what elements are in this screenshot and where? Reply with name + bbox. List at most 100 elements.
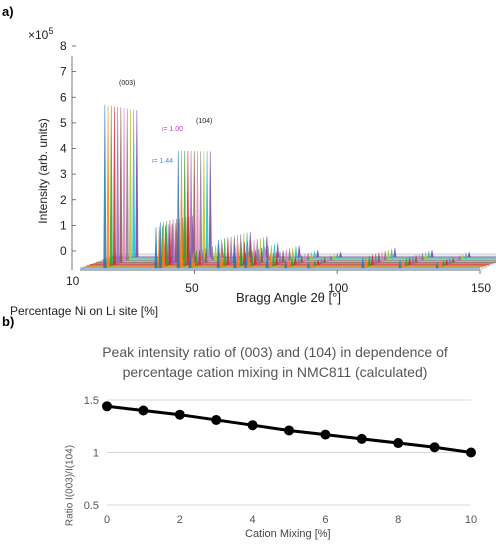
ratio-label-bottom: I= 1.44 [152, 158, 174, 165]
diffraction-peak [457, 255, 462, 261]
diffraction-peak [329, 255, 333, 261]
diffraction-peak [297, 245, 301, 258]
diffraction-peak [306, 253, 310, 261]
diffraction-peak [176, 150, 180, 269]
diffraction-peak [229, 236, 233, 264]
diffraction-peak [284, 260, 288, 269]
data-point [138, 405, 149, 416]
diffraction-peak [195, 151, 199, 262]
diffraction-peak [250, 250, 254, 267]
chart-series [102, 401, 476, 458]
diffraction-peak [281, 250, 285, 263]
floor-plane [79, 253, 496, 271]
chart-b-title-line1: Peak intensity ratio of (003) and (104) … [102, 344, 448, 360]
x-tick-label: 50 [185, 281, 199, 295]
chart-grid [107, 399, 471, 506]
diffraction-peak [208, 151, 212, 258]
diffraction-peak [272, 253, 276, 267]
peak-label-104: (104) [196, 118, 213, 125]
diffraction-peak [191, 251, 195, 268]
diffraction-peak [290, 258, 294, 267]
chart-b-xlabel: Cation Mixing [%] [245, 528, 331, 540]
y-scale-base: ×10 [28, 28, 49, 42]
diffraction-peak [112, 106, 116, 266]
diffraction-peak [204, 247, 208, 263]
data-point [247, 420, 258, 431]
diffraction-peak [310, 261, 314, 268]
data-point [211, 414, 222, 425]
diffraction-peak [427, 251, 431, 259]
diffraction-peak [198, 249, 202, 266]
diffraction-peak [316, 259, 320, 266]
diffraction-peak [109, 105, 113, 267]
diffraction-peak [189, 150, 193, 264]
diffraction-peak [161, 221, 165, 268]
data-point [356, 433, 367, 444]
diffraction-peak [205, 151, 209, 259]
diffraction-peak [401, 259, 405, 268]
diffraction-peak [300, 255, 304, 263]
diffraction-peak [294, 246, 298, 259]
diffraction-peak [420, 253, 424, 261]
diffraction-peak [263, 246, 267, 262]
diffraction-peak [393, 247, 397, 258]
diffraction-peak [288, 248, 292, 261]
diffraction-peak [335, 252, 339, 259]
peak-label-003: (003) [119, 80, 136, 87]
diffraction-peak [179, 150, 183, 268]
diffraction-peak [306, 262, 311, 269]
diffraction-peak [239, 243, 243, 267]
diffraction-peak [201, 248, 205, 264]
y-scale-factor: ×105 [28, 26, 53, 42]
diffraction-peak [192, 151, 196, 263]
diffraction-peak [186, 150, 190, 266]
x-tick-label: 4 [250, 514, 256, 526]
diffraction-peak [168, 220, 172, 266]
chart-tick-labels: 0.5 1 1.5 0 2 4 6 8 10 [84, 395, 477, 526]
diffraction-peak [313, 260, 317, 267]
diffraction-peak [256, 248, 261, 264]
diffraction-peak [202, 151, 206, 260]
x-tick-label: 150 [471, 281, 491, 295]
diffraction-peak [332, 254, 336, 260]
diffraction-peak [132, 109, 136, 259]
diffraction-peak [390, 248, 394, 259]
panel-b-label: b) [2, 314, 15, 329]
x-tick-label: 10 [465, 514, 477, 526]
diffraction-peak [424, 252, 428, 260]
diffraction-peak [210, 246, 214, 261]
diffraction-peak [309, 252, 313, 260]
x-tick-label: 6 [322, 514, 328, 526]
diffraction-peak [312, 251, 317, 259]
diffraction-peak [188, 252, 192, 269]
chart-tick-labels: 0 1 2 3 4 5 6 7 8 50 100 150 10 [60, 39, 491, 295]
diffraction-peak [122, 107, 126, 262]
data-point [320, 429, 331, 440]
diffraction-peak [226, 237, 230, 266]
x-tick-label: 2 [177, 514, 183, 526]
diffraction-peak [194, 250, 198, 267]
y-tick-label: 4 [60, 142, 67, 156]
ratio-label-bottom-symbol: I [152, 159, 154, 165]
x-tick-label: 100 [328, 281, 348, 295]
diffraction-peak [174, 218, 178, 263]
diffraction-peak [417, 254, 421, 262]
chart-b-ylabel: Ratio I(003)/I(104) [64, 444, 76, 527]
diffraction-peak [374, 253, 378, 264]
diffraction-peak [319, 258, 323, 264]
diffraction-peak [260, 247, 264, 263]
diffraction-peak [183, 150, 187, 267]
diffraction-peak [199, 151, 203, 261]
y-scale-power: 5 [48, 26, 54, 36]
diffraction-peak [408, 257, 412, 266]
x-axis-label: Bragg Angle 2θ [°] [236, 290, 341, 305]
chart-floor [79, 253, 496, 271]
diffraction-peak [278, 251, 282, 264]
diffraction-peak [287, 259, 291, 268]
diffraction-peak [430, 250, 434, 258]
diffraction-peak [253, 249, 257, 266]
data-point [102, 401, 112, 412]
diffraction-peak [265, 255, 269, 269]
diffraction-peak [464, 252, 468, 259]
diffraction-peak [411, 256, 415, 264]
